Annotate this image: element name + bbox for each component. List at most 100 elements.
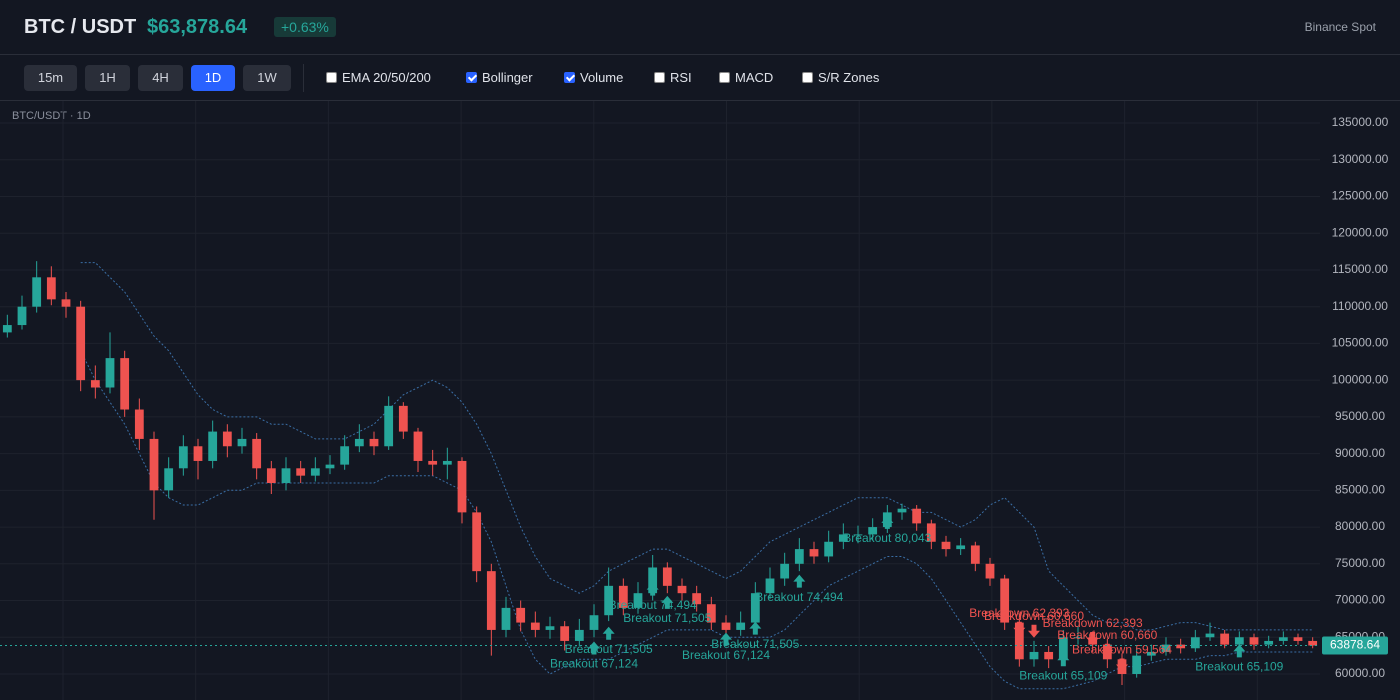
candle-body <box>1278 637 1288 641</box>
exchange: Binance Spot <box>1304 20 1376 34</box>
candle-body <box>281 468 291 483</box>
candle-body <box>1058 637 1068 660</box>
y-tick-label: 85000.00 <box>1335 483 1385 497</box>
signal-label: Breakout 71,505 <box>623 611 711 625</box>
checkbox[interactable] <box>326 72 337 83</box>
change-badge: +0.63% <box>274 17 336 37</box>
last-price-label: 63878.64 <box>1330 638 1380 652</box>
checkbox[interactable] <box>719 72 730 83</box>
candle-body <box>208 431 218 461</box>
candle-body <box>252 438 262 469</box>
candle-body <box>1234 637 1244 645</box>
y-tick-label: 60000.00 <box>1335 666 1385 680</box>
timeframe-button[interactable]: 1D <box>191 65 235 91</box>
candle-body <box>1146 651 1156 656</box>
indicator-label: MACD <box>735 70 774 85</box>
candle-body <box>633 593 643 608</box>
signal-arrow <box>1233 644 1246 658</box>
signal-arrow <box>1028 624 1040 638</box>
indicator-toggle[interactable]: EMA 20/50/200 <box>326 70 431 85</box>
candle-body <box>1073 637 1083 639</box>
candle-body <box>516 607 526 623</box>
candle-body <box>560 626 570 641</box>
candle-body <box>589 615 599 630</box>
candle-body <box>1249 637 1259 645</box>
checkbox[interactable] <box>466 72 477 83</box>
y-tick-label: 130000.00 <box>1332 152 1389 166</box>
candle-body <box>1220 633 1230 645</box>
indicator-label: EMA 20/50/200 <box>342 70 431 85</box>
candle-body <box>222 431 232 447</box>
candle-body <box>442 460 452 465</box>
separator <box>303 64 304 92</box>
y-tick-label: 80000.00 <box>1335 519 1385 533</box>
candle-body <box>530 622 540 630</box>
timeframe-button[interactable]: 1W <box>243 65 291 91</box>
candle-body <box>32 277 42 307</box>
timeframe-button[interactable]: 15m <box>24 65 77 91</box>
candle-body <box>134 409 144 439</box>
checkbox[interactable] <box>654 72 665 83</box>
candle-body <box>736 622 746 630</box>
candle-body <box>398 405 408 432</box>
candle-body <box>1044 651 1054 660</box>
signal-label: Breakout 67,124 <box>550 657 638 671</box>
candle-body <box>90 380 100 388</box>
candle-body <box>545 626 555 630</box>
signal-arrow <box>1101 643 1114 657</box>
candle-body <box>354 438 364 447</box>
indicator-label: RSI <box>670 70 692 85</box>
candle-body <box>970 545 980 564</box>
candle-body <box>384 405 394 447</box>
signal-arrow <box>1086 632 1099 646</box>
signal-label: Breakout 74,494 <box>755 590 843 604</box>
candle-body <box>941 541 951 550</box>
chart-label: BTC/USDT · 1D <box>12 110 91 122</box>
signal-arrow <box>793 574 806 588</box>
last-price-badge <box>1322 636 1388 655</box>
candle-body <box>809 549 819 557</box>
indicator-toggle[interactable]: RSI <box>654 70 692 85</box>
checkbox[interactable] <box>564 72 575 83</box>
candle-body <box>604 585 614 616</box>
candle-body <box>618 585 628 608</box>
candle-body <box>1293 637 1303 641</box>
candle-body <box>266 468 276 483</box>
candle-body <box>472 512 482 572</box>
candle-body <box>1132 655 1142 674</box>
indicator-toggle[interactable]: Volume <box>564 70 623 85</box>
checkbox[interactable] <box>802 72 813 83</box>
signal-arrow <box>720 632 732 646</box>
candle-body <box>457 460 467 513</box>
signal-label: Breakout 67,124 <box>682 648 770 662</box>
signal-label: Breakout 80,043 <box>843 531 931 545</box>
signal-label: Breakout 74,494 <box>609 598 697 612</box>
header: BTC / USDT $63,878.64 +0.63% Binance Spo… <box>0 0 1400 55</box>
candle-body <box>765 578 775 594</box>
indicator-toggle[interactable]: Bollinger <box>466 70 533 85</box>
candle-body <box>780 563 790 579</box>
signal-arrow <box>661 595 674 609</box>
indicator-toggle[interactable]: S/R Zones <box>802 70 879 85</box>
candle-body <box>868 527 878 535</box>
candle-body <box>897 508 907 513</box>
candle-body <box>501 607 511 630</box>
signal-arrow <box>646 582 659 596</box>
signal-label: Breakout 71,505 <box>565 642 653 656</box>
y-tick-label: 125000.00 <box>1332 189 1389 203</box>
candle-body <box>706 604 716 623</box>
candle-body <box>662 567 672 586</box>
signal-arrow <box>881 515 894 529</box>
timeframe-button[interactable]: 4H <box>138 65 183 91</box>
chart: BTC/USDT · 1D 60000.0065000.0070000.0075… <box>0 101 1389 700</box>
indicator-toggle[interactable]: MACD <box>719 70 773 85</box>
candle-body <box>120 358 130 410</box>
candle-body <box>985 563 995 579</box>
candle-body <box>1161 644 1171 652</box>
candle-body <box>164 468 174 491</box>
candle-body <box>1190 637 1200 649</box>
candle-body <box>1205 633 1215 638</box>
candle-body <box>853 534 863 536</box>
timeframe-button[interactable]: 1H <box>85 65 130 91</box>
